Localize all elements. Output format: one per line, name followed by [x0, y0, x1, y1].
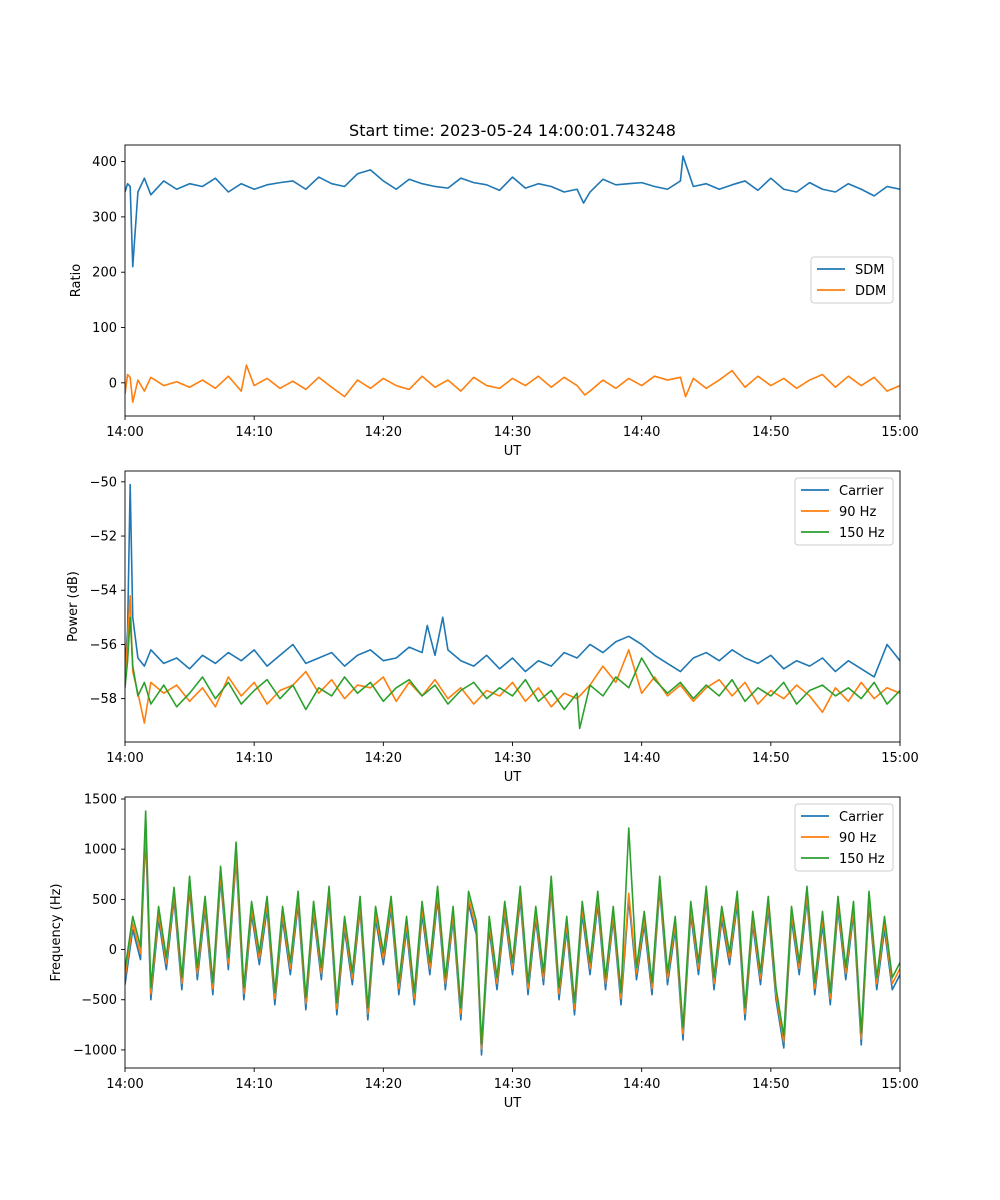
x-tick-label: 14:00: [106, 425, 143, 440]
legend-label: 150 Hz: [839, 526, 885, 541]
x-tick-label: 14:30: [494, 1077, 531, 1092]
x-tick-label: 14:50: [752, 751, 789, 766]
legend-label: Carrier: [839, 810, 884, 825]
x-axis-label: UT: [504, 444, 522, 459]
figure-title: Start time: 2023-05-24 14:00:01.743248: [349, 121, 676, 140]
y-tick-label: −58: [90, 692, 117, 707]
legend-label: DDM: [855, 284, 886, 299]
y-tick-label: 1500: [84, 793, 117, 808]
x-tick-label: 14:40: [623, 1077, 660, 1092]
x-tick-label: 14:10: [235, 751, 272, 766]
legend: Carrier 90 Hz 150 Hz: [794, 803, 894, 872]
x-tick-label: 14:50: [752, 425, 789, 440]
series-line-carrier: [125, 483, 900, 678]
series-line-150-hz: [125, 616, 900, 730]
panels: 14:00 14:10 14:20 14:30 14:40 14:50 15:00 0 100 2…: [49, 144, 919, 1111]
series-line-150-hz: [125, 810, 900, 1045]
x-tick-label: 15:00: [881, 751, 918, 766]
x-tick-label: 14:20: [365, 425, 402, 440]
panel-2: 14:00 14:10 14:20 14:30 14:40 14:50 15:00 −58 −5…: [66, 470, 919, 785]
x-tick-label: 15:00: [881, 1077, 918, 1092]
y-tick-label: 200: [92, 266, 117, 281]
x-tick-label: 14:50: [752, 1077, 789, 1092]
legend-label: Carrier: [839, 484, 884, 499]
x-tick-label: 14:00: [106, 1077, 143, 1092]
x-tick-label: 14:30: [494, 751, 531, 766]
y-tick-label: 300: [92, 210, 117, 225]
y-tick-label: 0: [109, 376, 117, 391]
series-line-sdm: [125, 155, 900, 268]
y-tick-label: −50: [90, 475, 117, 490]
y-axis-label: Ratio: [69, 264, 84, 297]
series-line-90-hz: [125, 594, 900, 724]
x-tick-label: 14:10: [235, 1077, 272, 1092]
y-axis-label: Power (dB): [66, 571, 81, 642]
x-tick-label: 14:20: [365, 1077, 402, 1092]
x-axis-label: UT: [504, 1096, 522, 1111]
y-tick-label: 1000: [84, 843, 117, 858]
legend-label: 150 Hz: [839, 852, 885, 867]
legend: SDM DDM: [810, 256, 894, 304]
y-tick-label: −1000: [73, 1043, 117, 1058]
x-tick-label: 14:40: [623, 751, 660, 766]
y-tick-label: −56: [90, 638, 117, 653]
y-tick-label: 500: [92, 893, 117, 908]
legend-label: 90 Hz: [839, 831, 876, 846]
panel-3: 14:00 14:10 14:20 14:30 14:40 14:50 15:00 −1000…: [49, 793, 919, 1111]
y-tick-label: −52: [90, 530, 117, 545]
y-tick-label: 400: [92, 155, 117, 170]
x-tick-label: 14:40: [623, 425, 660, 440]
legend-box: [794, 477, 894, 546]
x-tick-label: 14:30: [494, 425, 531, 440]
y-axis-label: Frequency (Hz): [49, 883, 64, 981]
x-tick-label: 14:20: [365, 751, 402, 766]
series-line-ddm: [125, 364, 900, 403]
y-tick-label: −54: [90, 584, 117, 599]
legend-box: [794, 803, 894, 872]
panel-1: 14:00 14:10 14:20 14:30 14:40 14:50 15:00 0 100 2…: [69, 144, 919, 459]
x-tick-label: 14:00: [106, 751, 143, 766]
legend-label: SDM: [855, 263, 884, 278]
x-tick-label: 15:00: [881, 425, 918, 440]
y-tick-label: 100: [92, 321, 117, 336]
y-tick-label: 0: [109, 943, 117, 958]
y-tick-label: −500: [81, 993, 117, 1008]
x-axis-label: UT: [504, 770, 522, 785]
legend: Carrier 90 Hz 150 Hz: [794, 477, 894, 546]
legend-label: 90 Hz: [839, 505, 876, 520]
x-tick-label: 14:10: [235, 425, 272, 440]
